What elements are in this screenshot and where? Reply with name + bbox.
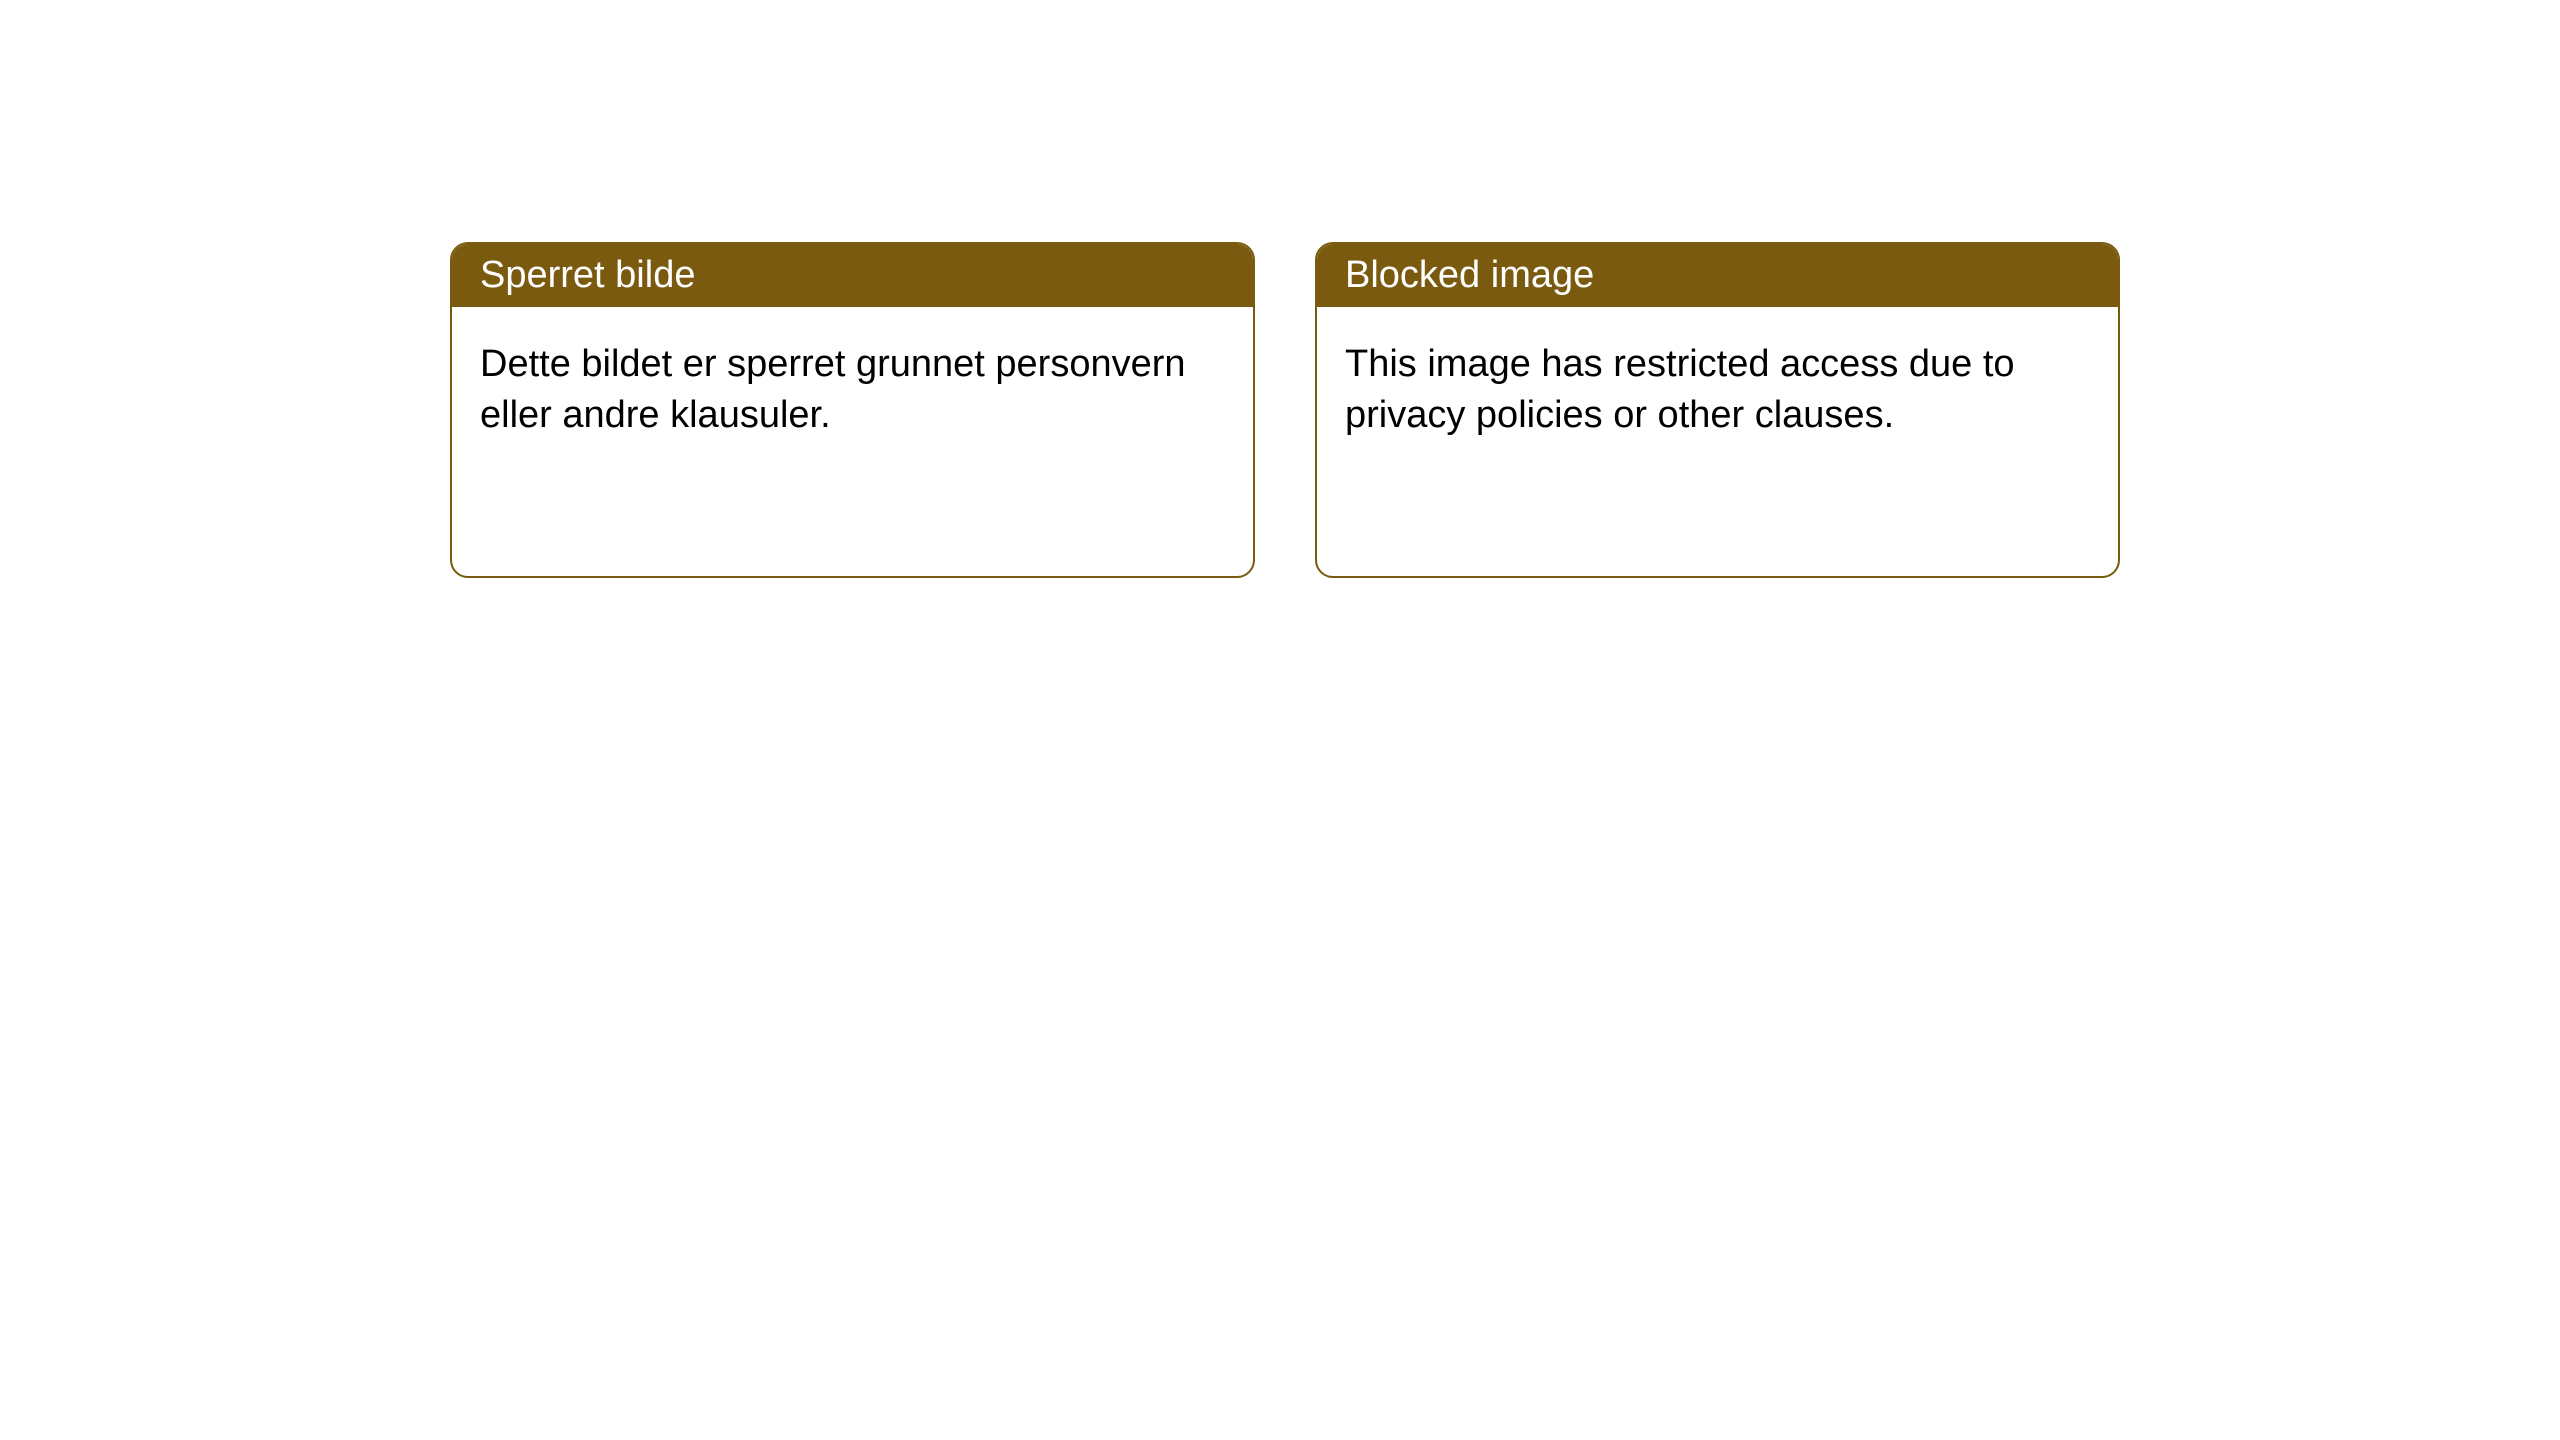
notice-title-norwegian: Sperret bilde <box>452 244 1253 307</box>
notice-card-english: Blocked image This image has restricted … <box>1315 242 2120 578</box>
notice-container: Sperret bilde Dette bildet er sperret gr… <box>0 0 2560 578</box>
notice-card-norwegian: Sperret bilde Dette bildet er sperret gr… <box>450 242 1255 578</box>
notice-body-norwegian: Dette bildet er sperret grunnet personve… <box>452 307 1253 474</box>
notice-title-english: Blocked image <box>1317 244 2118 307</box>
notice-body-english: This image has restricted access due to … <box>1317 307 2118 474</box>
